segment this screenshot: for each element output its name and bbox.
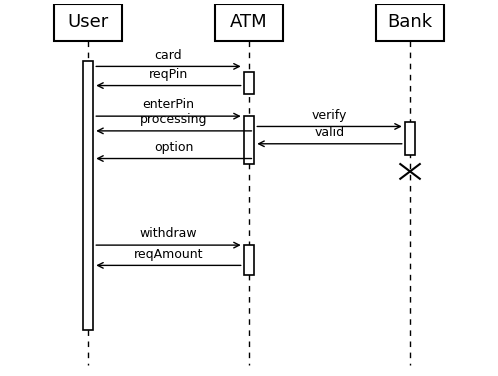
Text: User: User <box>67 13 109 31</box>
Bar <box>244 72 254 94</box>
Text: reqAmount: reqAmount <box>134 247 203 261</box>
Text: verify: verify <box>312 109 347 122</box>
Text: reqPin: reqPin <box>149 68 188 81</box>
Bar <box>54 4 122 41</box>
Text: processing: processing <box>140 113 208 126</box>
Text: enterPin: enterPin <box>142 99 195 111</box>
Bar <box>215 4 283 41</box>
Text: option: option <box>154 141 194 154</box>
Bar <box>244 116 254 164</box>
Text: withdraw: withdraw <box>139 227 197 240</box>
Bar <box>405 122 415 155</box>
Bar <box>244 245 254 274</box>
Text: valid: valid <box>314 126 345 139</box>
Text: ATM: ATM <box>230 13 268 31</box>
Bar <box>83 61 93 330</box>
Text: Bank: Bank <box>387 13 433 31</box>
Bar <box>376 4 444 41</box>
Text: card: card <box>155 49 182 62</box>
